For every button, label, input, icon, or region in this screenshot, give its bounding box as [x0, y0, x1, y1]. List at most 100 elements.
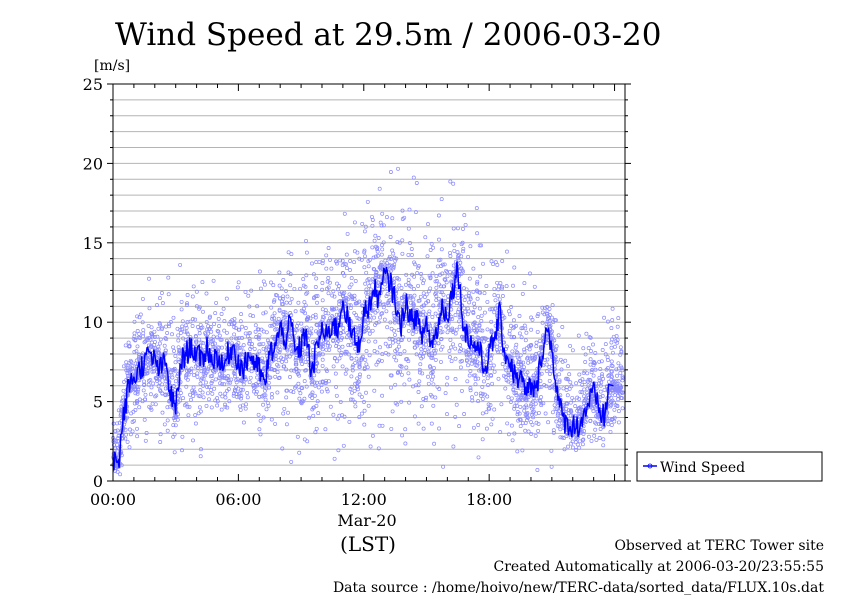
- scatter-point: [551, 320, 556, 325]
- scatter-point: [512, 353, 517, 358]
- scatter-point: [567, 372, 572, 377]
- scatter-point: [326, 336, 331, 341]
- scatter-point: [305, 439, 310, 444]
- scatter-point: [438, 326, 443, 330]
- scatter-point: [554, 419, 559, 424]
- scatter-point: [261, 341, 266, 346]
- scatter-point: [163, 372, 168, 377]
- scatter-point: [598, 389, 603, 394]
- scatter-point: [352, 310, 357, 315]
- scatter-point: [269, 392, 274, 396]
- scatter-point: [480, 396, 485, 401]
- scatter-point: [515, 397, 520, 402]
- scatter-point: [135, 344, 140, 349]
- scatter-point: [137, 355, 141, 359]
- scatter-point: [573, 404, 578, 409]
- scatter-point: [356, 330, 361, 334]
- scatter-point: [338, 299, 343, 303]
- scatter-point: [445, 375, 450, 380]
- scatter-point: [333, 371, 338, 376]
- scatter-point: [328, 257, 332, 262]
- scatter-point: [287, 335, 292, 339]
- scatter-point: [414, 383, 418, 388]
- scatter-point: [522, 349, 527, 354]
- scatter-point: [219, 407, 224, 412]
- scatter-point: [418, 312, 423, 316]
- scatter-point: [282, 364, 287, 369]
- scatter-point: [313, 315, 318, 320]
- scatter-point: [330, 314, 335, 319]
- scatter-point: [530, 353, 535, 358]
- scatter-point: [345, 331, 350, 335]
- scatter-point: [617, 389, 621, 394]
- scatter-point: [479, 319, 484, 323]
- scatter-point: [550, 410, 555, 415]
- scatter-point: [515, 403, 520, 408]
- scatter-point: [205, 369, 210, 374]
- scatter-point: [447, 348, 452, 353]
- scatter-point: [453, 414, 458, 419]
- scatter-point: [471, 373, 476, 378]
- scatter-point: [536, 312, 541, 317]
- scatter-point: [313, 430, 318, 435]
- scatter-point: [364, 349, 369, 353]
- scatter-point: [324, 387, 329, 392]
- scatter-point: [514, 349, 519, 354]
- scatter-point: [509, 335, 514, 340]
- scatter-point: [575, 408, 580, 413]
- scatter-point: [158, 389, 163, 394]
- scatter-point: [471, 266, 476, 271]
- scatter-point: [368, 313, 373, 318]
- scatter-point: [384, 309, 389, 314]
- scatter-point: [349, 356, 354, 361]
- scatter-point: [135, 391, 140, 396]
- scatter-point: [293, 309, 298, 314]
- scatter-point: [224, 296, 229, 301]
- scatter-point: [543, 358, 548, 363]
- scatter-point: [142, 340, 147, 345]
- scatter-point: [165, 405, 170, 410]
- scatter-point: [238, 378, 243, 383]
- scatter-point: [332, 294, 337, 299]
- scatter-point: [440, 329, 445, 334]
- scatter-point: [355, 380, 360, 385]
- scatter-point: [388, 344, 393, 349]
- scatter-point: [279, 286, 284, 291]
- scatter-point: [145, 369, 150, 374]
- scatter-point: [289, 368, 294, 373]
- scatter-point: [245, 395, 250, 400]
- scatter-point: [449, 345, 453, 350]
- scatter-point: [326, 311, 331, 316]
- scatter-point: [200, 325, 205, 330]
- scatter-point: [152, 329, 157, 334]
- scatter-point: [234, 394, 239, 399]
- scatter-point: [402, 349, 407, 354]
- scatter-point: [263, 310, 268, 315]
- scatter-point: [258, 342, 263, 347]
- scatter-point: [480, 384, 485, 389]
- scatter-point: [593, 427, 598, 432]
- scatter-point: [423, 398, 428, 403]
- scatter-point: [381, 305, 386, 310]
- scatter-point: [442, 284, 447, 289]
- scatter-point: [417, 367, 422, 372]
- scatter-point: [337, 348, 342, 353]
- scatter-point: [485, 394, 490, 399]
- scatter-point: [355, 376, 360, 381]
- scatter-point: [488, 403, 493, 408]
- scatter-point: [457, 349, 462, 354]
- scatter-point: [211, 338, 216, 343]
- scatter-point: [362, 229, 367, 234]
- scatter-point: [273, 421, 278, 426]
- scatter-point: [603, 342, 608, 347]
- scatter-point: [304, 368, 309, 373]
- scatter-point: [185, 293, 190, 297]
- scatter-point: [529, 315, 534, 320]
- scatter-point: [467, 373, 472, 378]
- scatter-point: [248, 375, 253, 380]
- scatter-point: [522, 396, 526, 401]
- scatter-point: [262, 282, 267, 287]
- scatter-point: [184, 384, 189, 389]
- scatter-point: [459, 388, 464, 393]
- scatter-point: [177, 347, 182, 352]
